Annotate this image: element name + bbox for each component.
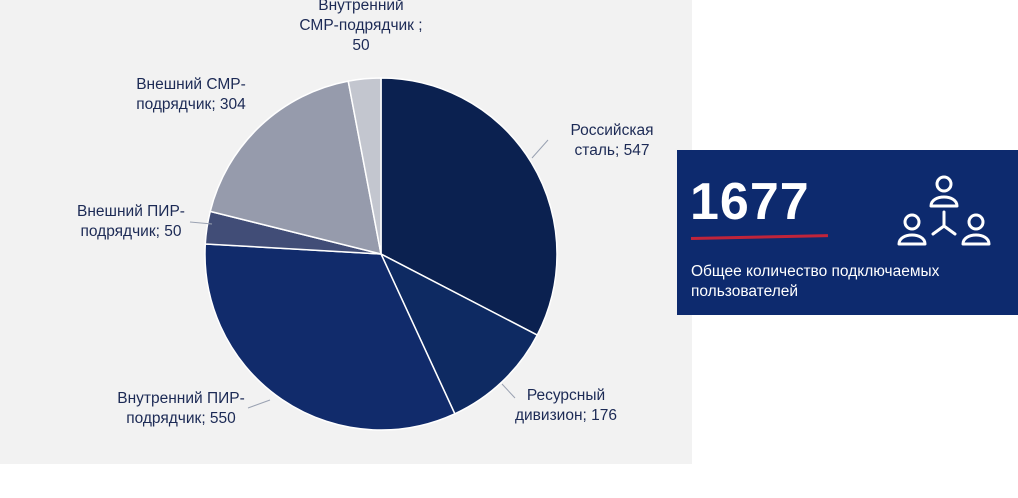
stat-value: 1677 xyxy=(690,173,810,231)
pie-chart: Российская сталь; 547 Ресурсный дивизион; 1… xyxy=(77,0,654,431)
leader-line-1 xyxy=(501,383,516,399)
stat-card: 1677 Общее количество подключаемых польз… xyxy=(677,150,1018,315)
pie-slice-5 xyxy=(347,77,382,255)
stat-caption: Общее количество подключаемых пользовате… xyxy=(691,263,940,300)
slice-label-2: Внутренний ПИР-подрядчик; 550 xyxy=(117,390,245,427)
pie-slice-0 xyxy=(380,77,558,337)
pie-slice-1 xyxy=(379,252,539,415)
slice-label-5: Внутренний СМР-подрядчик ; 50 xyxy=(299,0,422,54)
leader-line-3 xyxy=(189,221,213,225)
slice-label-4: Внешний СМР-подрядчик; 304 xyxy=(136,76,246,113)
users-network-icon xyxy=(897,175,991,246)
slice-label-0: Российская сталь; 547 xyxy=(571,122,654,159)
pie-slice-2 xyxy=(204,243,456,431)
leader-line-2 xyxy=(247,399,271,409)
stat-underline xyxy=(690,234,829,240)
pie-slice-4 xyxy=(209,80,382,256)
slice-label-1: Ресурсный дивизион; 176 xyxy=(515,387,617,424)
chart-area: Российская сталь; 547 Ресурсный дивизион; 1… xyxy=(0,0,692,464)
leader-line-0 xyxy=(531,139,549,159)
slice-label-3: Внешний ПИР-подрядчик; 50 xyxy=(77,203,185,240)
